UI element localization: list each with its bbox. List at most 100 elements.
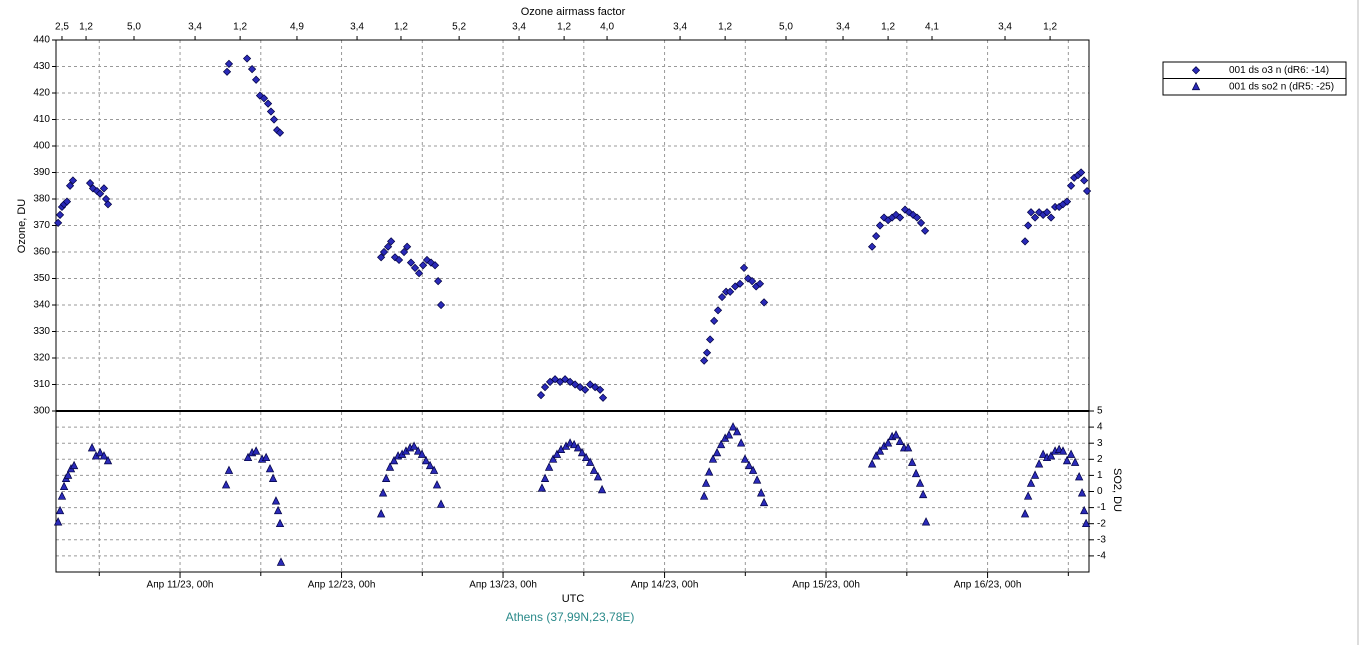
so2-point	[1026, 478, 1036, 487]
so2-point	[1077, 488, 1087, 497]
ozone-point	[434, 277, 443, 286]
ozone-point	[54, 218, 63, 227]
so2-point	[381, 473, 391, 482]
so2-point	[585, 457, 595, 466]
so2-point	[421, 455, 431, 465]
so2-point	[756, 488, 766, 497]
so2-point	[712, 447, 722, 457]
so2-point	[63, 470, 73, 479]
y-axis-title: Ozone, DU	[16, 199, 28, 253]
so2-point	[701, 478, 711, 487]
ozone-point	[419, 261, 428, 270]
ozone-point	[414, 269, 424, 278]
so2-point	[708, 454, 718, 463]
ozone-point	[1080, 176, 1089, 185]
so2-point	[432, 480, 442, 489]
ozone-point	[570, 380, 580, 389]
ozone-point	[912, 213, 922, 222]
top-tick-label: 3,4	[188, 22, 202, 33]
ozone-point	[1066, 181, 1076, 190]
top-tick-label: 3,4	[998, 22, 1012, 33]
x-tick-label: Апр 12/23, 00h	[308, 580, 376, 591]
so2-point	[883, 438, 893, 447]
ozone-point	[430, 261, 440, 270]
ozone-point	[575, 383, 585, 392]
y-tick-label: 350	[33, 273, 50, 284]
ozone-point	[275, 128, 285, 137]
so2-point	[597, 484, 607, 494]
so2-point	[1066, 449, 1076, 458]
ozone-point	[399, 247, 409, 257]
ozone-point	[387, 237, 396, 246]
ozone-point	[735, 279, 745, 288]
so2-point	[891, 430, 901, 439]
top-tick-label: 1,2	[881, 22, 895, 33]
so2-point	[378, 488, 388, 497]
ozone-point	[1076, 168, 1086, 177]
ozone-point	[565, 377, 575, 386]
ozone-point	[62, 197, 72, 206]
so2-point	[699, 491, 709, 500]
top-tick-label: 4,1	[925, 22, 939, 33]
so2-point	[436, 499, 446, 508]
ozone-point	[403, 242, 412, 251]
so2-point	[385, 462, 395, 471]
so2-point	[577, 447, 587, 457]
y-tick-label: 5	[1097, 406, 1103, 417]
ozone-point	[259, 94, 269, 103]
so2-point	[276, 557, 286, 566]
legend-label: 001 ds o3 n (dR6: -14)	[1229, 65, 1329, 76]
so2-point	[593, 472, 603, 481]
so2-point	[425, 460, 435, 470]
y-tick-label: 420	[33, 88, 50, 99]
x-tick-label: Апр 13/23, 00h	[469, 580, 537, 591]
ozone-point	[103, 200, 113, 209]
ozone-point	[540, 383, 550, 392]
ozone-point	[1046, 213, 1056, 222]
top-tick-label: 4,9	[290, 22, 304, 33]
y-tick-label: 300	[33, 406, 50, 417]
ozone-point	[875, 221, 885, 230]
y-tick-label: 360	[33, 247, 50, 258]
ozone-point	[1082, 186, 1092, 196]
so2-point	[867, 459, 877, 468]
so2-point	[53, 517, 63, 526]
so2-point	[740, 454, 750, 463]
ozone-point	[748, 277, 757, 286]
so2-point	[573, 443, 583, 452]
top-tick-label: 2,5	[55, 22, 69, 33]
ozone-point	[1020, 237, 1030, 246]
so2-point	[99, 451, 109, 460]
ozone-point	[1030, 213, 1040, 222]
x-tick-label: Апр 16/23, 00h	[954, 580, 1022, 591]
ozone-point	[1042, 208, 1052, 217]
y-tick-label: 440	[33, 35, 50, 46]
top-axis-title: Ozone airmass factor	[521, 6, 626, 18]
ozone-point	[252, 75, 261, 84]
ozone-point	[1062, 197, 1072, 206]
so2-point	[716, 439, 726, 449]
top-tick-label: 1,2	[1043, 22, 1057, 33]
y-tick-label: 390	[33, 167, 50, 178]
ozone-point	[85, 179, 95, 188]
so2-point	[759, 497, 769, 507]
so2-point	[1030, 470, 1040, 479]
ozone-point	[916, 218, 926, 227]
so2-point	[376, 509, 386, 518]
ozone-point	[868, 242, 877, 251]
so2-point	[589, 465, 599, 474]
so2-point	[544, 462, 554, 471]
so2-point	[552, 449, 562, 458]
top-tick-label: 3,4	[350, 22, 364, 33]
ozone-point	[706, 335, 715, 344]
top-tick-label: 1,2	[79, 22, 93, 33]
ozone-point	[266, 107, 276, 116]
top-tick-label: 1,2	[394, 22, 408, 33]
so2-point	[389, 455, 399, 465]
y-tick-label: 330	[33, 326, 50, 337]
ozone-point	[422, 255, 432, 265]
y-tick-label: 2	[1097, 454, 1103, 465]
so2-point	[224, 465, 234, 474]
x-tick-label: Апр 15/23, 00h	[792, 580, 860, 591]
so2-point	[271, 496, 281, 505]
